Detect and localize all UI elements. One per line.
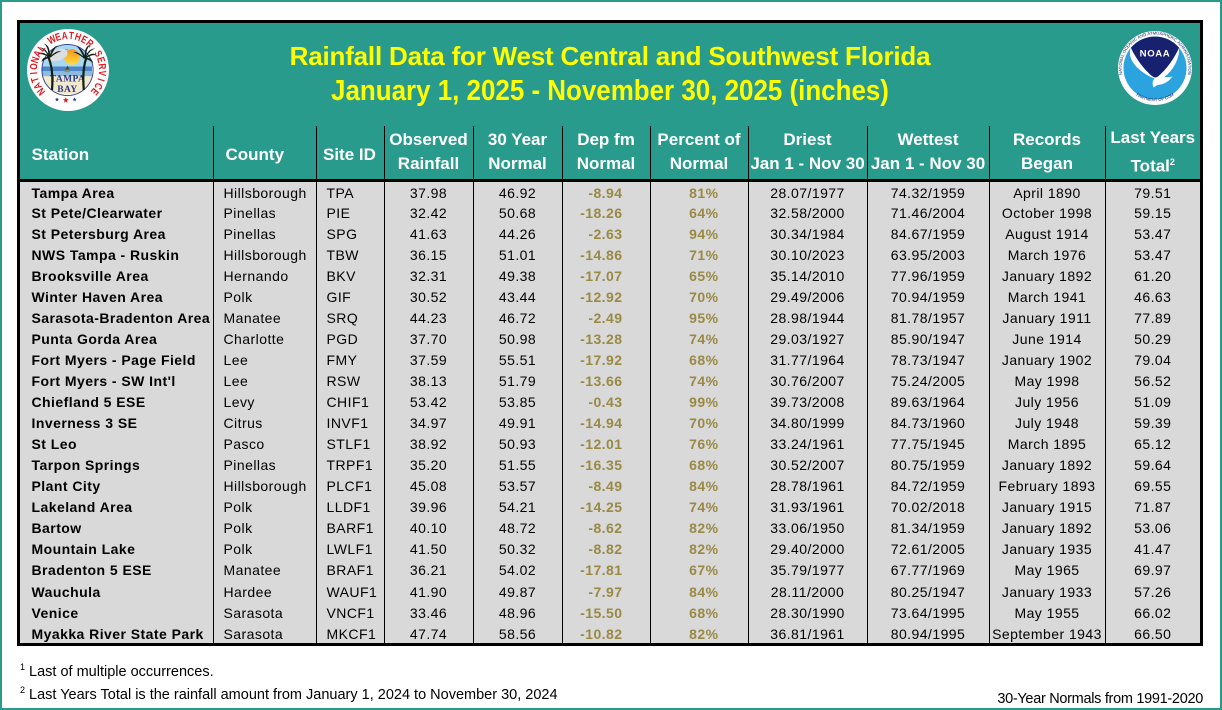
svg-text:T: T (68, 29, 74, 42)
svg-text:E: E (53, 30, 62, 43)
svg-text:A: A (30, 81, 44, 92)
svg-text:E: E (88, 86, 101, 98)
svg-text:C: C (91, 81, 105, 92)
svg-text:I: I (95, 77, 107, 83)
svg-text:BAY: BAY (57, 85, 77, 95)
svg-text:I: I (27, 72, 39, 75)
svg-text:TAMPA: TAMPA (49, 75, 84, 85)
svg-text:N: N (27, 55, 41, 64)
svg-text:S: S (92, 48, 105, 59)
svg-text:V: V (96, 70, 109, 77)
svg-text:A: A (61, 29, 68, 42)
svg-text:E: E (94, 55, 107, 64)
svg-text:L: L (34, 42, 47, 54)
svg-text:A: A (30, 48, 44, 59)
svg-text:O: O (27, 63, 40, 71)
svg-text:T: T (27, 76, 40, 85)
svg-text:NOAA: NOAA (1140, 49, 1171, 60)
svg-text:R: R (96, 63, 109, 70)
svg-text:H: H (73, 30, 82, 43)
svg-text:E: E (79, 32, 90, 45)
